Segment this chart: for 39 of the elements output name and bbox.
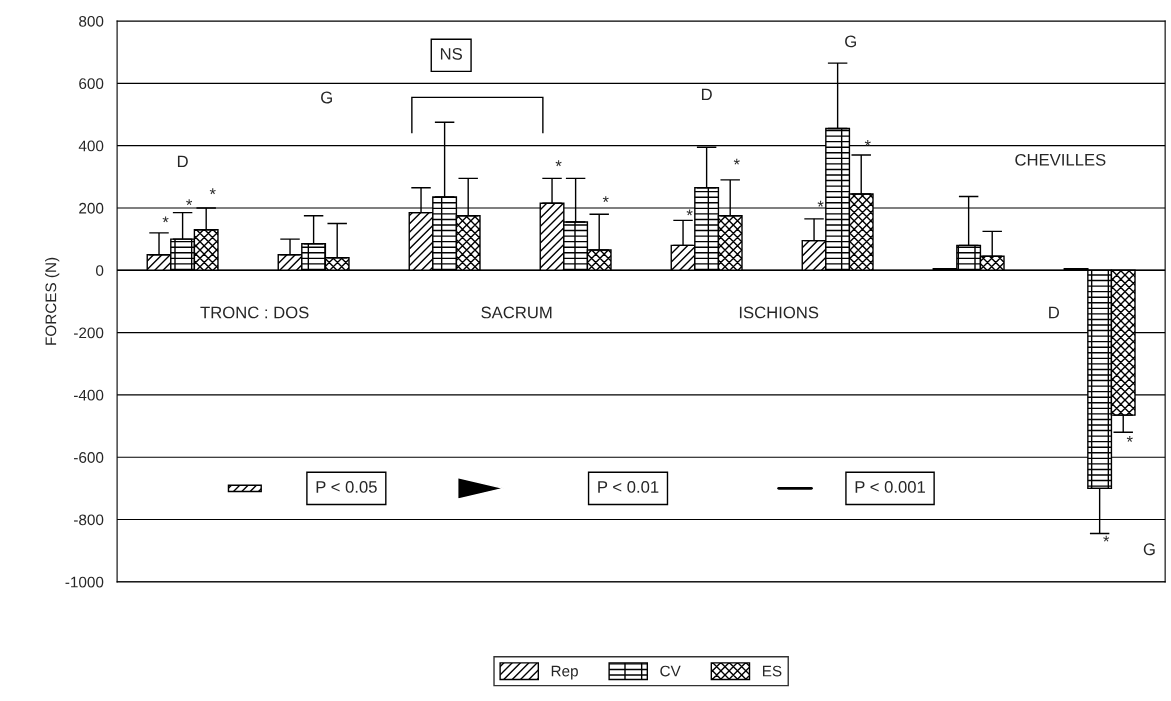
y-tick-label: 600 <box>79 78 104 90</box>
y-tick-label: 400 <box>78 140 104 152</box>
annotation: D <box>177 155 188 168</box>
annotation: G <box>845 35 856 48</box>
annotation: G <box>321 91 332 104</box>
y-tick-label: -1000 <box>65 576 104 588</box>
legend-label: CV <box>660 665 681 677</box>
annotation: * <box>209 188 216 195</box>
y-axis-title: FORCES (N) <box>45 257 60 345</box>
annotation: * <box>733 158 740 165</box>
annotation: * <box>686 209 693 216</box>
annotation: * <box>602 196 609 202</box>
annotation: * <box>864 140 871 146</box>
annotation: * <box>1126 436 1133 442</box>
annotation: * <box>555 160 562 167</box>
y-tick-label: 800 <box>79 15 104 27</box>
annotation: ISCHIONS <box>739 306 819 319</box>
annotation: * <box>1103 535 1110 542</box>
annotation: D <box>701 88 712 101</box>
y-tick-label: -400 <box>74 389 104 401</box>
y-tick-label: 200 <box>79 202 104 214</box>
annotation: CHEVILLES <box>1015 153 1106 166</box>
annotation: * <box>817 200 824 207</box>
annotation: * <box>162 216 169 223</box>
legend-label: Rep <box>551 665 578 680</box>
y-tick-label: -600 <box>74 452 104 463</box>
y-tick-label: -800 <box>74 514 104 526</box>
annotation: P < 0.05 <box>316 481 377 493</box>
annotation: P < 0.001 <box>855 481 925 493</box>
annotation: G <box>1143 543 1155 556</box>
annotation: * <box>186 199 193 206</box>
annotation: SACRUM <box>481 306 552 319</box>
y-tick-label: -200 <box>74 327 104 339</box>
annotation: P < 0.01 <box>598 481 659 493</box>
y-tick-label: 0 <box>96 265 104 276</box>
annotation: TRONC : DOS <box>200 306 309 319</box>
annotation: D <box>1049 306 1060 319</box>
legend-label: ES <box>762 665 782 677</box>
annotation: NS <box>440 47 462 60</box>
